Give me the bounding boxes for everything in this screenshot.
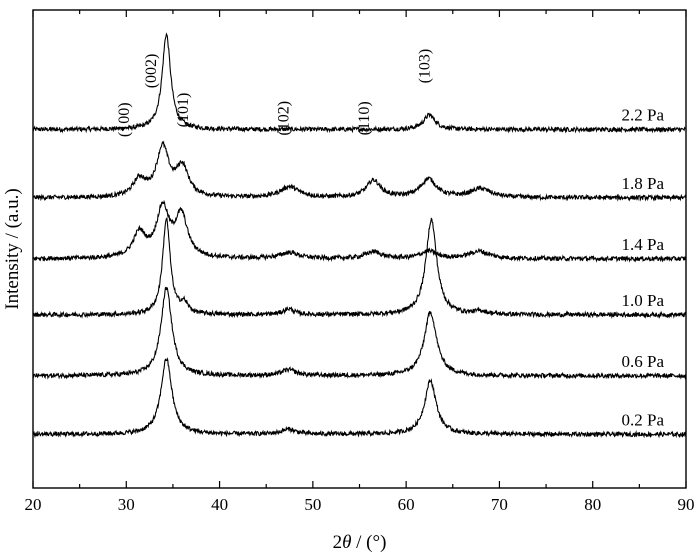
x-tick-label: 70: [491, 495, 508, 514]
peak-labels: (002) (100) (101) (102) (110) (103): [116, 49, 433, 137]
x-tick-label: 50: [304, 495, 321, 514]
x-axis-label: 2θ / (°): [333, 532, 387, 553]
series-line-1-0-Pa: [32, 216, 687, 319]
peak-label: (102): [276, 101, 293, 136]
series-curves: [32, 32, 687, 439]
series-line-1-8-Pa: [32, 140, 687, 202]
x-tick-label: 20: [25, 495, 42, 514]
x-tick-label: 30: [118, 495, 135, 514]
peak-label: (101): [175, 93, 192, 128]
plot-frame: [32, 9, 687, 489]
peak-label: (110): [356, 101, 373, 135]
series-label: 2.2 Pa: [622, 106, 665, 125]
x-tick-label: 60: [398, 495, 415, 514]
series-line-1-4-Pa: [32, 199, 687, 263]
series-label: 1.0 Pa: [622, 291, 665, 310]
x-tick-label: 40: [211, 495, 228, 514]
peak-label: (100): [116, 102, 133, 137]
y-axis-label: Intensity / (a.u.): [2, 188, 23, 309]
x-tick-label: 80: [584, 495, 601, 514]
series-label: 1.4 Pa: [622, 235, 665, 254]
series-line-2-2-Pa: [32, 32, 687, 134]
series-label: 0.2 Pa: [622, 411, 665, 430]
series-line-0-6-Pa: [32, 286, 687, 380]
x-tick-label: 90: [678, 495, 695, 514]
peak-label: (002): [143, 54, 160, 89]
series-line-0-2-Pa: [32, 357, 687, 439]
series-label: 0.6 Pa: [622, 352, 665, 371]
series-labels: 2.2 Pa 1.8 Pa 1.4 Pa 1.0 Pa 0.6 Pa 0.2 Pa: [622, 106, 665, 430]
x-axis-ticks: 20 30 40 50 60 70 80 90: [25, 10, 695, 514]
peak-label: (103): [416, 49, 433, 84]
series-label: 1.8 Pa: [622, 174, 665, 193]
